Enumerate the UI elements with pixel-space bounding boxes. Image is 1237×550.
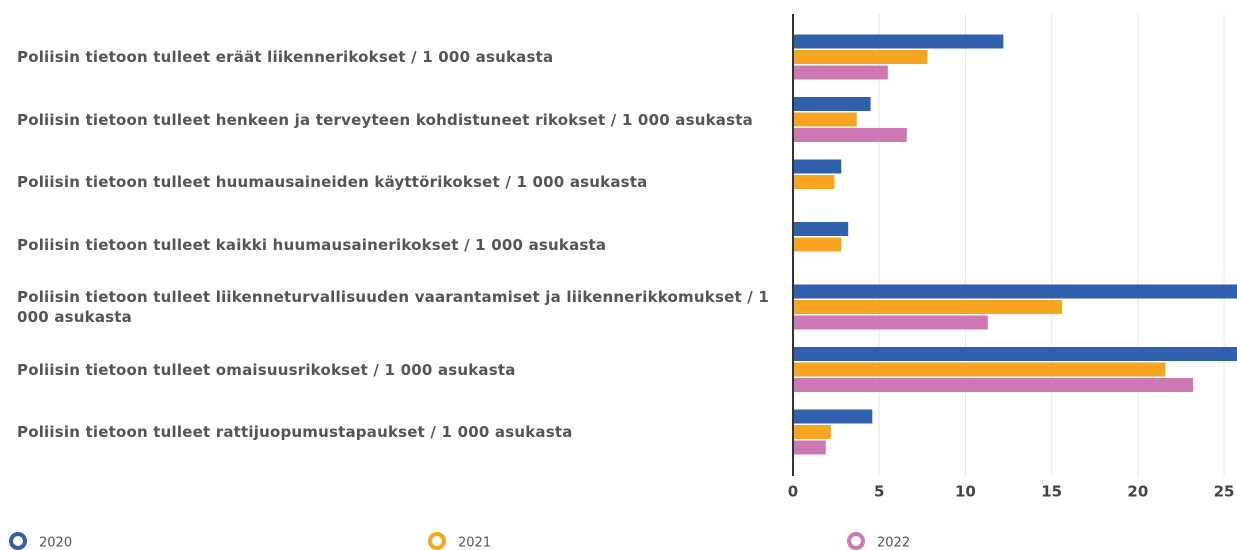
bar [793,409,873,424]
bar [793,440,826,455]
x-tick-label: 25 [1214,483,1235,501]
bar [793,300,1062,314]
bar [793,425,831,439]
category-label: Poliisin tietoon tulleet henkeen ja terv… [17,110,753,129]
legend-label: 2020 [39,536,72,550]
bar [793,128,907,142]
category-label: Poliisin tietoon tulleet omaisuusrikokse… [17,360,516,379]
legend-label: 2022 [877,536,910,550]
bar [793,97,871,111]
legend-marker [428,532,446,550]
category-label: Poliisin tietoon tulleet rattijuopumusta… [17,423,573,441]
category-label: Poliisin tietoon tulleet eräät liikenner… [17,48,554,66]
bar [793,222,849,236]
bar [793,112,857,127]
bar [793,362,1166,377]
bar [793,50,928,64]
x-tick-label: 10 [955,483,976,501]
category-label: Poliisin tietoon tulleet kaikki huumausa… [17,235,607,254]
bar [793,175,835,189]
legend-marker [9,532,27,550]
bar [793,378,1194,392]
legend-label: 2021 [458,536,491,550]
bar [793,65,888,80]
bar [793,159,842,174]
bar [793,347,1237,361]
bar [793,284,1237,299]
category-label: Poliisin tietoon tulleet huumausaineiden… [17,173,648,191]
bar [793,34,1004,49]
legend-marker [847,532,865,550]
bar [793,237,842,252]
x-tick-label: 20 [1127,483,1148,501]
x-tick-label: 5 [874,483,884,501]
bar [793,315,988,330]
x-tick-label: 0 [788,483,798,501]
category-label: Poliisin tietoon tulleet liikenneturvall… [17,288,769,326]
x-tick-label: 15 [1041,483,1062,501]
